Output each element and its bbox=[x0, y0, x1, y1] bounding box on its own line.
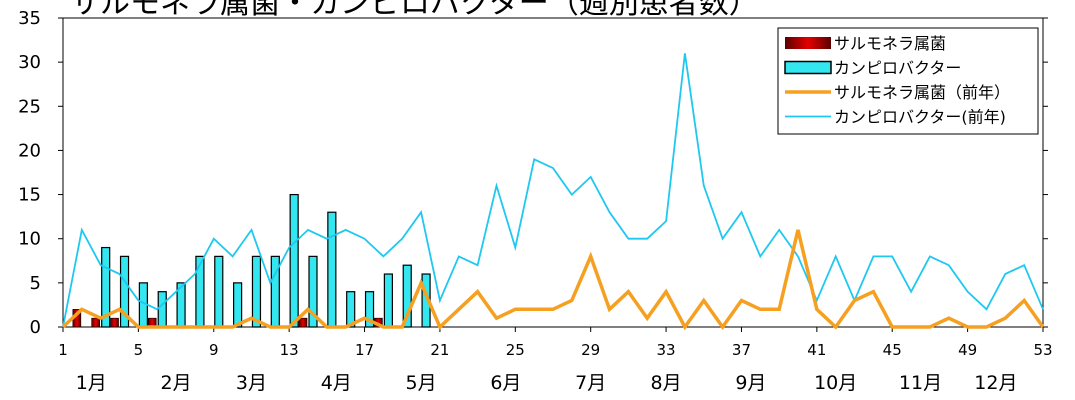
legend-label: サルモネラ属菌 bbox=[834, 34, 946, 53]
y-tick-label: 25 bbox=[18, 96, 41, 117]
month-label: 2月 bbox=[161, 372, 192, 394]
x-tick-label: 33 bbox=[657, 341, 676, 359]
y-tick-label: 0 bbox=[30, 317, 41, 338]
y-tick-label: 10 bbox=[18, 229, 41, 250]
x-tick-label: 29 bbox=[581, 341, 600, 359]
x-tick-label: 45 bbox=[883, 341, 902, 359]
x-tick-label: 49 bbox=[958, 341, 977, 359]
bar-campylobacter bbox=[214, 255, 224, 328]
month-label: 7月 bbox=[575, 372, 606, 394]
legend-label: カンピロバクター(前年) bbox=[834, 108, 1006, 127]
month-label: 10月 bbox=[814, 372, 857, 394]
x-tick-label: 21 bbox=[430, 341, 449, 359]
month-label: 3月 bbox=[236, 372, 267, 394]
x-tick-label: 9 bbox=[209, 341, 219, 359]
y-tick-label: 30 bbox=[18, 52, 41, 73]
legend-swatch-salmonella bbox=[785, 37, 831, 49]
month-label: 5月 bbox=[406, 372, 437, 394]
y-tick-label: 35 bbox=[18, 8, 41, 29]
bar-campylobacter bbox=[289, 193, 299, 328]
month-label: 12月 bbox=[974, 372, 1017, 394]
month-label: 4月 bbox=[321, 372, 352, 394]
bar-campylobacter bbox=[308, 255, 318, 328]
month-label: 1月 bbox=[76, 372, 107, 394]
legend-label: カンピロバクター bbox=[834, 59, 961, 78]
x-tick-label: 37 bbox=[732, 341, 751, 359]
x-tick-label: 5 bbox=[134, 341, 144, 359]
bar-campylobacter bbox=[251, 255, 262, 328]
line-campylobacter-prev-year bbox=[62, 53, 1044, 328]
x-tick-label: 17 bbox=[355, 341, 374, 359]
bar-campylobacter bbox=[101, 246, 111, 328]
x-tick-label: 41 bbox=[807, 341, 826, 359]
bar-campylobacter bbox=[383, 273, 393, 328]
legend-label: サルモネラ属菌（前年） bbox=[834, 83, 1010, 102]
bar-campylobacter bbox=[346, 291, 356, 328]
bar-salmonella bbox=[110, 317, 119, 328]
legend-swatch-campylobacter bbox=[784, 60, 832, 75]
bar-campylobacter bbox=[157, 291, 167, 328]
x-tick-label: 53 bbox=[1033, 341, 1052, 359]
y-tick-label: 5 bbox=[30, 273, 41, 294]
month-label: 6月 bbox=[490, 372, 521, 394]
bar-campylobacter bbox=[364, 291, 375, 328]
bar-campylobacter bbox=[195, 255, 205, 328]
y-tick-label: 15 bbox=[18, 185, 41, 206]
bar-campylobacter bbox=[327, 211, 337, 328]
x-tick-label: 13 bbox=[280, 341, 299, 359]
chart-title: サルモネラ属菌・カンピロバクター（週別患者数） bbox=[70, 0, 759, 21]
bar-salmonella bbox=[91, 317, 100, 328]
y-tick-label: 20 bbox=[18, 140, 41, 161]
bar-campylobacter bbox=[233, 282, 243, 328]
month-label: 9月 bbox=[735, 372, 766, 394]
x-tick-label: 1 bbox=[58, 341, 68, 359]
bar-campylobacter bbox=[402, 264, 412, 328]
x-tick-label: 25 bbox=[506, 341, 525, 359]
line-salmonella-prev-year bbox=[61, 229, 1045, 331]
month-label: 11月 bbox=[899, 372, 942, 394]
bar-salmonella bbox=[298, 317, 308, 328]
month-label: 8月 bbox=[651, 372, 682, 394]
bar-campylobacter bbox=[119, 255, 130, 328]
